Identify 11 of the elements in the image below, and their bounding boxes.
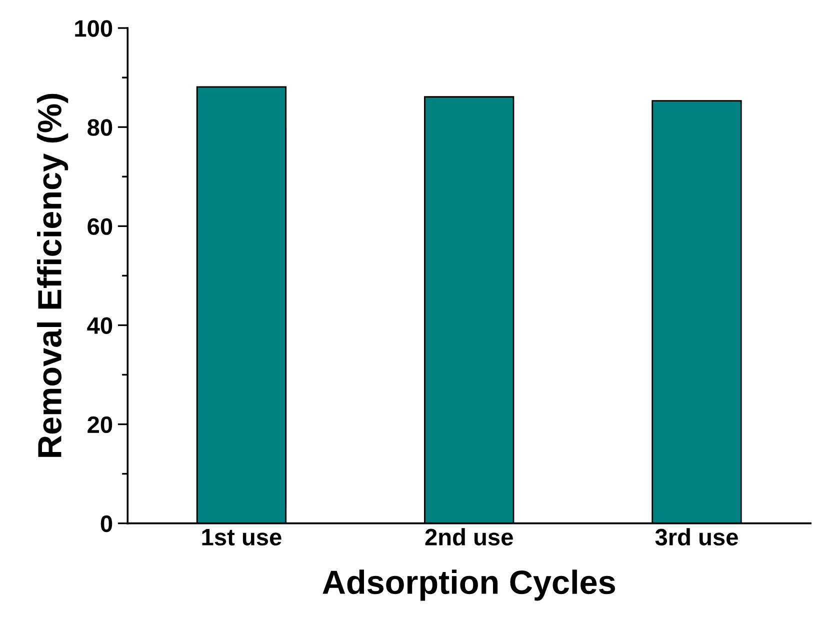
y-tick-label: 100 <box>75 20 112 37</box>
y-tick-label: 80 <box>88 119 112 136</box>
y-tick-label: 0 <box>100 515 112 532</box>
y-axis-title: Removal Efficiency (%) <box>37 94 68 457</box>
y-tick-label: 60 <box>88 218 112 235</box>
x-tick-label: 1st use <box>202 529 282 546</box>
y-tick-label: 20 <box>88 416 112 434</box>
x-tick-label: 3rd use <box>655 528 738 546</box>
x-axis-title: Adsorption Cycles <box>322 570 615 601</box>
y-tick-label: 40 <box>87 317 112 334</box>
x-tick-label: 2nd use <box>425 528 513 546</box>
